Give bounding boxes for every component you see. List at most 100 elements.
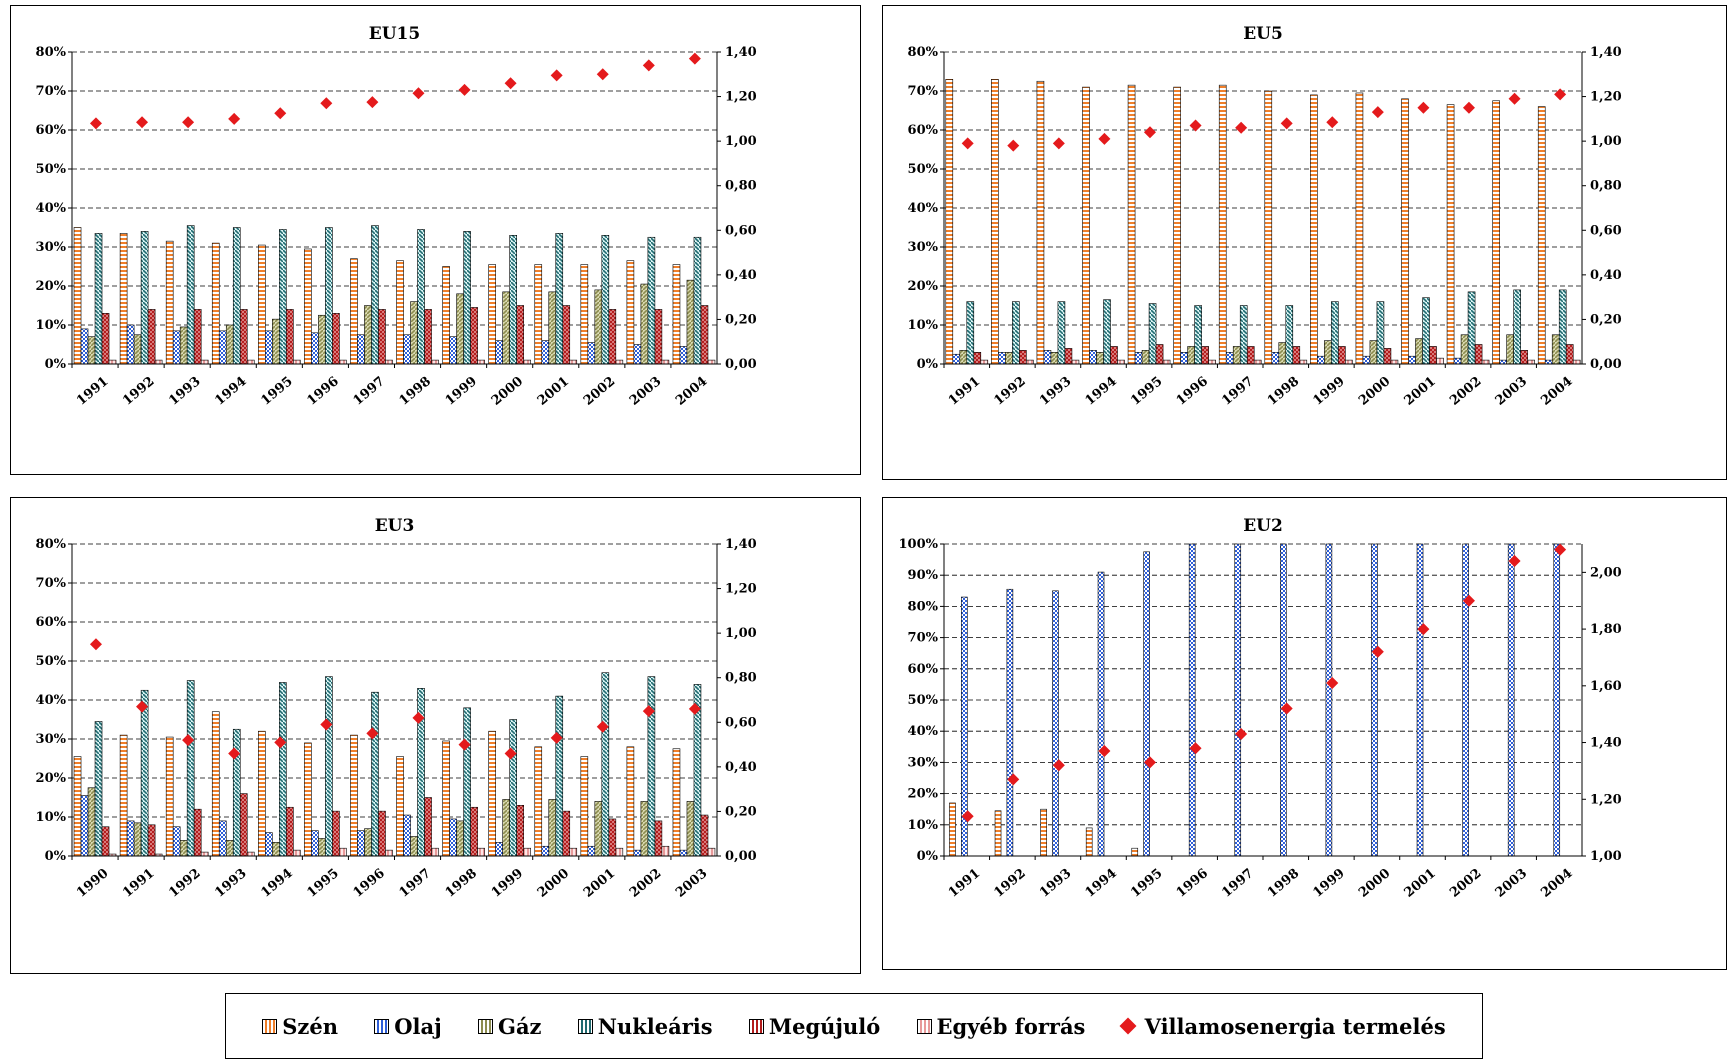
bar-nuclear bbox=[966, 301, 975, 365]
bar-other bbox=[339, 847, 347, 857]
bar-coal bbox=[949, 802, 956, 857]
electricity-point bbox=[961, 810, 974, 823]
x-tick-label: 2004 bbox=[1538, 374, 1575, 409]
bar-gas bbox=[1141, 350, 1150, 365]
electricity-point bbox=[1007, 773, 1020, 786]
bar-oil bbox=[126, 820, 135, 857]
bar-other bbox=[477, 847, 485, 857]
electricity-point bbox=[1280, 702, 1293, 715]
bar-other bbox=[1390, 359, 1399, 365]
bar-oil bbox=[1462, 543, 1469, 857]
electricity-point bbox=[1143, 126, 1156, 139]
x-tick-label: 1996 bbox=[1174, 866, 1211, 901]
bar-other bbox=[293, 849, 301, 857]
x-tick-label: 1997 bbox=[397, 866, 434, 901]
bar-gas bbox=[1005, 351, 1013, 365]
bar-renewable bbox=[700, 305, 709, 365]
bar-renewable bbox=[378, 309, 386, 365]
bar-gas bbox=[133, 822, 142, 857]
electricity-point bbox=[89, 638, 102, 651]
bar-other bbox=[1208, 359, 1216, 365]
x-tick-label: 1991 bbox=[120, 866, 157, 901]
bar-oil bbox=[1499, 359, 1507, 365]
bar-oil bbox=[1143, 551, 1150, 857]
bar-oil bbox=[1097, 571, 1105, 857]
bar-gas bbox=[502, 799, 510, 857]
bar-gas bbox=[1187, 346, 1195, 365]
bar-renewable bbox=[1474, 344, 1483, 365]
bar-renewable bbox=[654, 309, 663, 365]
electricity-point bbox=[320, 97, 333, 110]
x-tick-label: 1992 bbox=[166, 866, 203, 901]
y2-tick-label: 1,20 bbox=[725, 90, 757, 105]
y-tick-label: 60% bbox=[36, 123, 67, 138]
y-tick-label: 30% bbox=[36, 240, 67, 255]
x-tick-label: 1998 bbox=[397, 374, 434, 409]
legend-label-coal: Szén bbox=[282, 1013, 338, 1039]
x-tick-label: 2003 bbox=[1493, 374, 1530, 409]
y-tick-label: 40% bbox=[36, 201, 67, 216]
bar-other bbox=[477, 359, 485, 365]
legend-item-electricity: Villamosenergia termelés bbox=[1119, 1014, 1446, 1039]
y-tick-label: 50% bbox=[908, 162, 939, 177]
x-tick-label: 1999 bbox=[1310, 374, 1347, 409]
bar-other bbox=[707, 359, 716, 365]
bar-renewable bbox=[147, 824, 156, 857]
bar-gas bbox=[410, 836, 418, 857]
x-tick-label: 1994 bbox=[1083, 866, 1120, 901]
bar-renewable bbox=[378, 810, 386, 857]
bar-coal bbox=[119, 734, 128, 857]
bar-renewable bbox=[286, 309, 294, 365]
x-tick-label: 1997 bbox=[1219, 866, 1256, 901]
bar-gas bbox=[686, 279, 695, 365]
x-tick-label: 1996 bbox=[351, 866, 388, 901]
electricity-point bbox=[1280, 117, 1293, 130]
y-tick-label: 80% bbox=[908, 45, 939, 60]
bar-oil bbox=[218, 820, 227, 857]
y2-tick-label: 1,40 bbox=[1590, 736, 1622, 751]
bar-other bbox=[293, 359, 301, 365]
bar-oil bbox=[126, 324, 135, 365]
bar-coal bbox=[672, 264, 681, 365]
y-tick-label: 10% bbox=[36, 810, 67, 825]
electricity-point bbox=[504, 77, 517, 90]
y-tick-label: 60% bbox=[908, 662, 939, 677]
bar-renewable bbox=[1520, 350, 1528, 365]
bar-renewable bbox=[1201, 346, 1209, 365]
chart-legend: Szén Olaj Gáz Nukleáris Megújuló Egyéb f… bbox=[225, 993, 1483, 1059]
bar-other bbox=[200, 359, 209, 365]
bar-nuclear bbox=[463, 707, 471, 857]
legend-swatch-oil bbox=[374, 1018, 390, 1034]
bar-oil bbox=[80, 795, 89, 857]
legend-label-other: Egyéb forrás bbox=[936, 1013, 1086, 1039]
bar-oil bbox=[633, 849, 642, 857]
bar-other bbox=[1572, 359, 1581, 365]
y-tick-label: 0% bbox=[917, 849, 939, 864]
x-tick-label: 1996 bbox=[1174, 374, 1211, 409]
electricity-point bbox=[1462, 101, 1475, 114]
bar-renewable bbox=[193, 808, 202, 857]
electricity-point bbox=[596, 68, 609, 81]
bar-renewable bbox=[332, 810, 340, 857]
electricity-point bbox=[688, 702, 701, 715]
bar-nuclear bbox=[140, 689, 149, 857]
bar-renewable bbox=[1383, 348, 1392, 365]
bar-other bbox=[385, 359, 393, 365]
bar-oil bbox=[1006, 588, 1014, 857]
legend-item-other: Egyéb forrás bbox=[916, 1013, 1086, 1039]
bar-coal bbox=[1082, 86, 1090, 365]
bar-other bbox=[339, 359, 347, 365]
bar-coal bbox=[1085, 827, 1093, 857]
bar-other bbox=[569, 847, 578, 857]
x-tick-label: 2003 bbox=[673, 866, 710, 901]
bar-gas bbox=[272, 318, 280, 365]
electricity-point bbox=[961, 137, 974, 150]
electricity-point bbox=[274, 107, 287, 120]
bar-other bbox=[246, 359, 255, 365]
bar-coal bbox=[350, 258, 358, 365]
bar-renewable bbox=[286, 806, 294, 857]
y2-tick-label: 0,40 bbox=[1590, 268, 1622, 283]
x-tick-label: 2002 bbox=[581, 374, 618, 409]
electricity-point bbox=[228, 112, 241, 125]
x-tick-label: 1992 bbox=[120, 374, 157, 409]
